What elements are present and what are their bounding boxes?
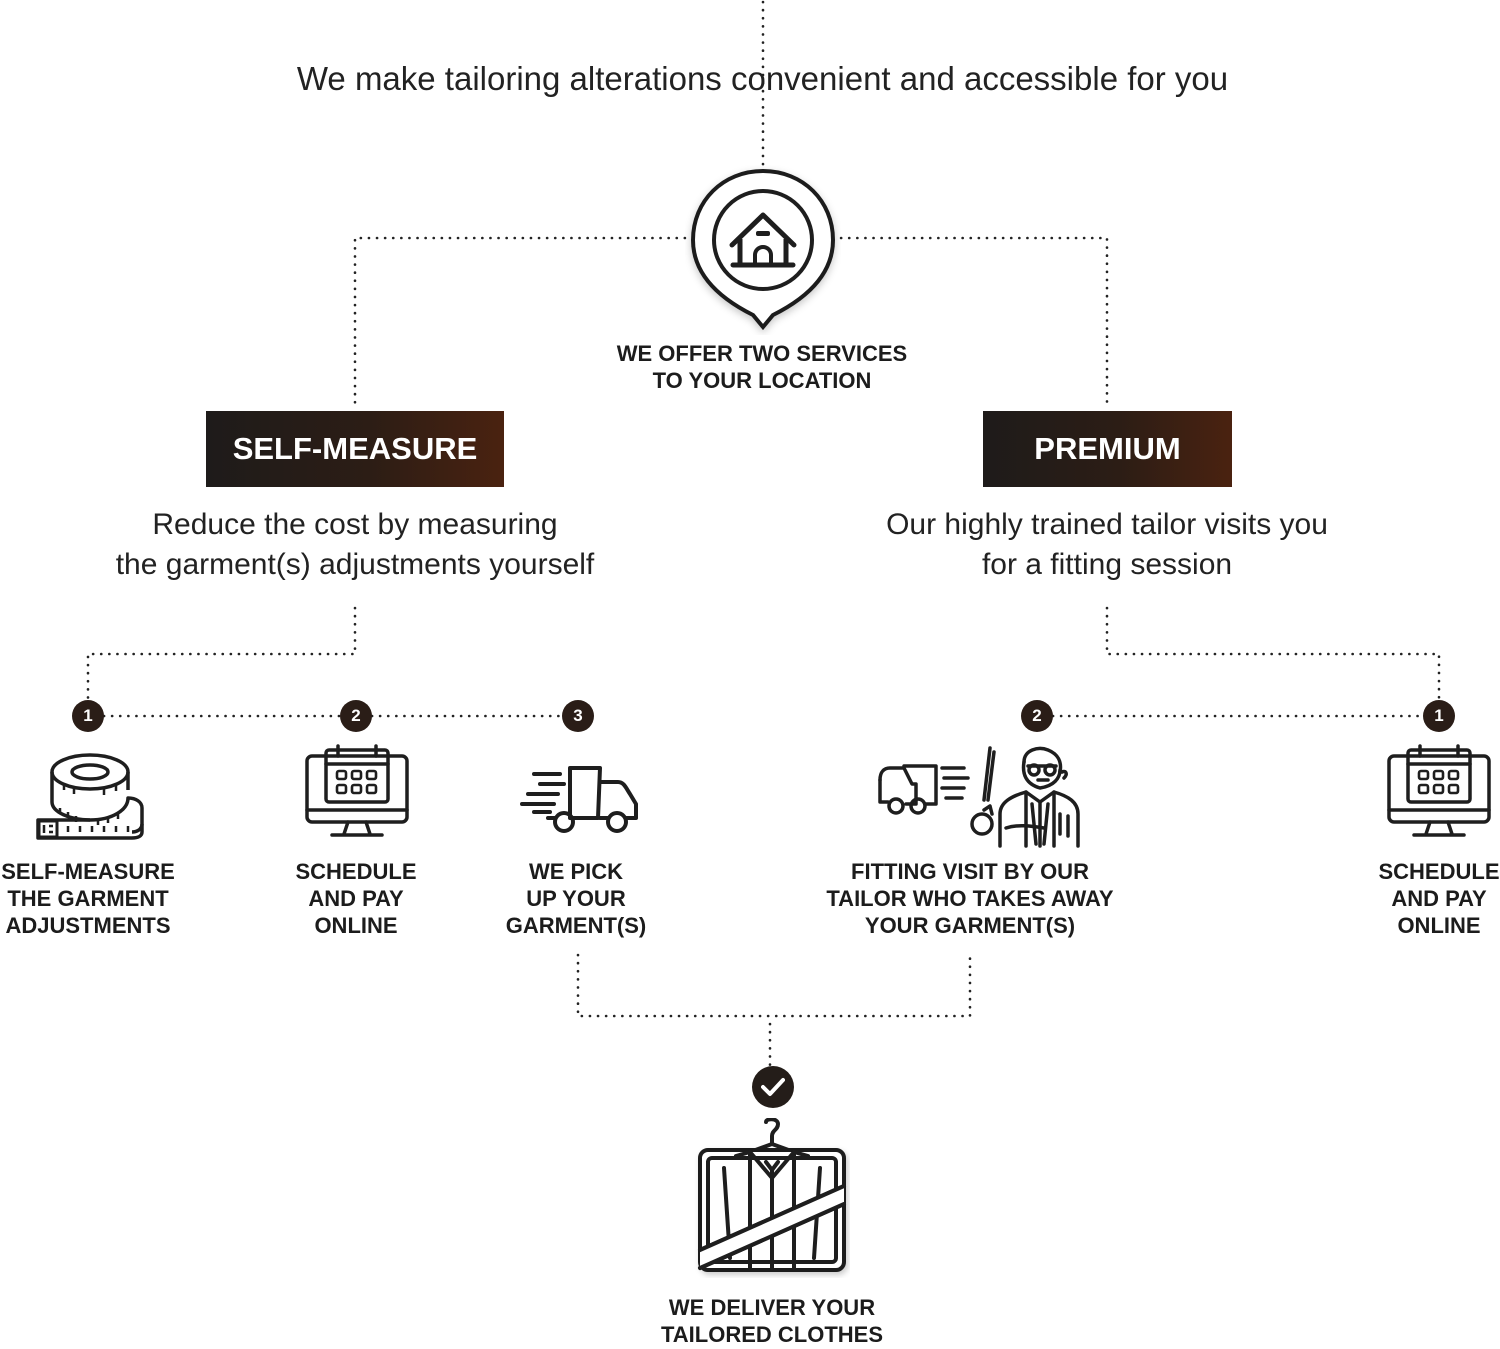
- label-line: YOUR GARMENT(S): [864, 913, 1076, 938]
- calendar-monitor-icon: [305, 744, 409, 837]
- page-headline: We make tailoring alterations convenient…: [296, 60, 1229, 97]
- label-line: SCHEDULE: [295, 859, 417, 884]
- premium-step-1-label: SCHEDULE AND PAY ONLINE: [1364, 858, 1500, 939]
- delivery-line-2: TAILORED CLOTHES: [660, 1322, 884, 1347]
- label-line: WE PICK: [528, 859, 624, 884]
- premium-desc-line-1: Our highly trained tailor visits you: [886, 508, 1328, 541]
- label-line: TAILOR WHO TAKES AWAY: [826, 886, 1114, 911]
- checkmark-icon: [761, 1078, 785, 1096]
- premium-step-2-label: FITTING VISIT BY OUR TAILOR WHO TAKES AW…: [810, 858, 1130, 939]
- delivery-truck-icon: [520, 766, 638, 833]
- truck-and-tailor-icon: [878, 746, 1080, 848]
- garment-bag-suit-icon: [698, 1118, 846, 1272]
- self-measure-description: Reduce the cost by measuring the garment…: [55, 505, 655, 585]
- premium-step-1-number: 1: [1423, 700, 1455, 732]
- self-measure-desc-line-1: Reduce the cost by measuring: [152, 508, 558, 541]
- self-measure-step-1-number: 1: [72, 700, 104, 732]
- premium-desc-line-2: for a fitting session: [981, 548, 1233, 581]
- label-line: ONLINE: [1397, 913, 1481, 938]
- label-line: AND PAY: [308, 886, 404, 911]
- self-measure-step-2-number: 2: [340, 700, 372, 732]
- premium-step-2-number: 2: [1021, 700, 1053, 732]
- self-measure-step-3-label: WE PICK UP YOUR GARMENT(S): [476, 858, 676, 939]
- self-measure-badge: SELF-MEASURE: [206, 411, 504, 487]
- label-line: SCHEDULE: [1378, 859, 1500, 884]
- label-line: THE GARMENT: [7, 886, 169, 911]
- self-measure-step-3-number: 3: [562, 700, 594, 732]
- calendar-monitor-icon-premium: [1387, 744, 1491, 837]
- checkmark-badge: [752, 1066, 794, 1108]
- label-line: GARMENT(S): [505, 913, 647, 938]
- self-measure-desc-line-2: the garment(s) adjustments yourself: [115, 548, 595, 581]
- intro-line-2: TO YOUR LOCATION: [652, 368, 872, 393]
- label-line: UP YOUR: [526, 886, 626, 911]
- intro-text: WE OFFER TWO SERVICES TO YOUR LOCATION: [562, 340, 962, 394]
- premium-description: Our highly trained tailor visits you for…: [807, 505, 1407, 585]
- self-measure-step-1-label: SELF-MEASURE THE GARMENT ADJUSTMENTS: [0, 858, 188, 939]
- intro-line-1: WE OFFER TWO SERVICES: [616, 341, 908, 366]
- label-line: ONLINE: [314, 913, 398, 938]
- self-measure-step-2-label: SCHEDULE AND PAY ONLINE: [256, 858, 456, 939]
- measuring-tape-icon: [36, 753, 144, 840]
- label-line: FITTING VISIT BY OUR: [851, 859, 1089, 884]
- label-line: ADJUSTMENTS: [5, 913, 171, 938]
- delivery-line-1: WE DELIVER YOUR: [668, 1295, 876, 1320]
- house-location-pin-icon: [690, 168, 836, 331]
- delivery-label: WE DELIVER YOUR TAILORED CLOTHES: [622, 1294, 922, 1348]
- label-line: SELF-MEASURE: [1, 859, 175, 884]
- label-line: AND PAY: [1391, 886, 1487, 911]
- premium-badge: PREMIUM: [983, 411, 1232, 487]
